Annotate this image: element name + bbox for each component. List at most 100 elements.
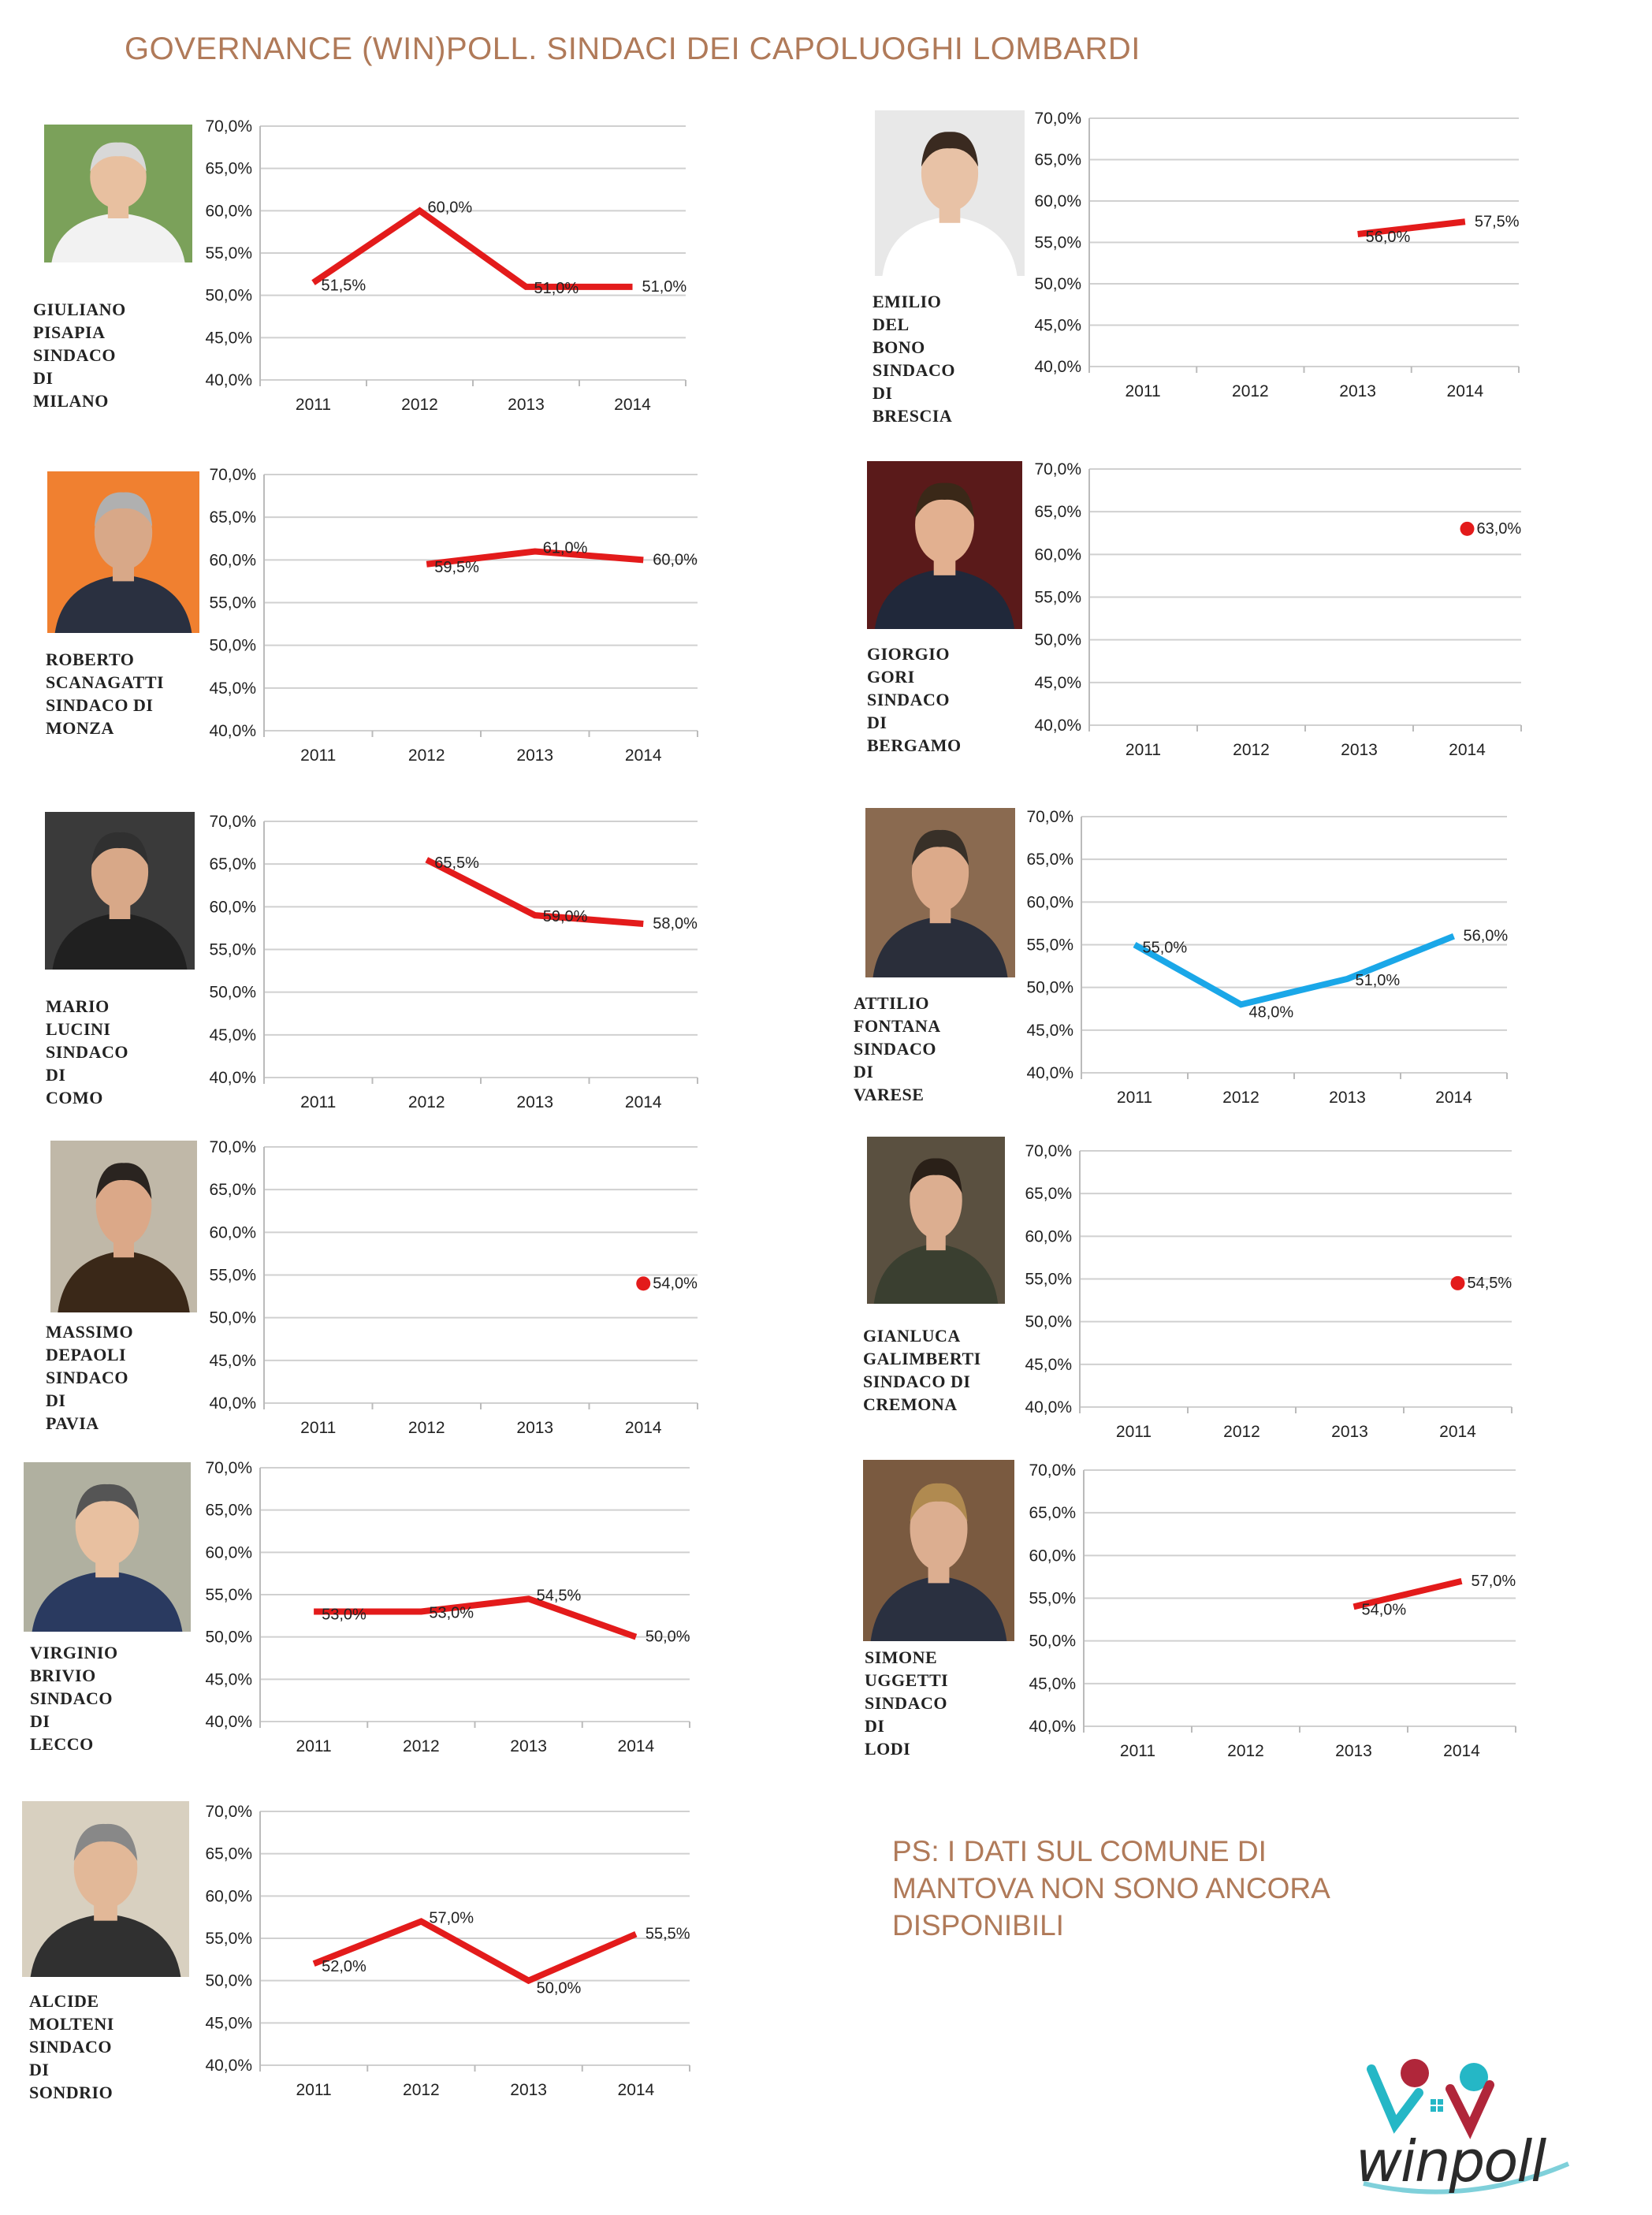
- winpoll-logo: winpoll: [1340, 2053, 1584, 2199]
- data-label: 57,0%: [429, 1910, 474, 1927]
- x-tick-label: 2012: [408, 746, 445, 765]
- mayor-caption: MASSIMO DEPAOLI SINDACO DI PAVIA: [46, 1322, 134, 1433]
- y-tick-label: 65,0%: [205, 1502, 252, 1520]
- x-tick-label: 2014: [625, 1093, 662, 1111]
- x-tick-label: 2011: [296, 2081, 332, 2099]
- y-tick-label: 70,0%: [1034, 110, 1081, 128]
- chart-svg: 70,0% 65,0% 60,0% 55,0% 50,0% 45,0% 40,0% 2011 2…: [209, 466, 698, 765]
- y-tick-label: 45,0%: [209, 1352, 256, 1370]
- y-tick-label: 40,0%: [1034, 717, 1081, 735]
- y-tick-label: 70,0%: [205, 1803, 252, 1821]
- y-tick-label: 65,0%: [1025, 1185, 1072, 1203]
- y-tick-label: 60,0%: [1034, 545, 1081, 564]
- y-tick-label: 65,0%: [205, 1845, 252, 1863]
- y-tick-label: 40,0%: [209, 1069, 256, 1087]
- x-tick-label: 2011: [1126, 382, 1161, 400]
- x-tick-label: 2013: [516, 1093, 553, 1111]
- x-tick-label: 2014: [625, 746, 662, 765]
- x-tick-label: 2014: [614, 396, 651, 414]
- x-tick-label: 2011: [1117, 1089, 1152, 1107]
- y-tick-label: 55,0%: [205, 244, 252, 262]
- chart-svg: 70,0% 65,0% 60,0% 55,0% 50,0% 45,0% 40,0% 2011 2…: [1025, 1142, 1512, 1441]
- data-label: 58,0%: [653, 915, 698, 933]
- y-tick-label: 70,0%: [209, 1138, 256, 1156]
- y-tick-label: 50,0%: [205, 287, 252, 305]
- y-tick-label: 55,0%: [209, 1267, 256, 1285]
- x-tick-label: 2011: [1126, 741, 1161, 759]
- y-tick-label: 45,0%: [205, 329, 252, 347]
- data-point: [1450, 1275, 1465, 1290]
- portrait-photo: [865, 808, 1015, 977]
- approval-chart: 70,0% 65,0% 60,0% 55,0% 50,0% 45,0% 40,0% 2011 2…: [1018, 110, 1527, 406]
- approval-chart: 70,0% 65,0% 60,0% 55,0% 50,0% 45,0% 40,0% 2011 2…: [193, 466, 705, 770]
- y-tick-label: 45,0%: [209, 679, 256, 698]
- y-tick-label: 60,0%: [205, 202, 252, 220]
- series-line: [426, 548, 644, 568]
- y-tick-label: 45,0%: [205, 2014, 252, 2032]
- y-tick-label: 50,0%: [1034, 631, 1081, 650]
- x-tick-label: 2013: [1341, 741, 1378, 759]
- y-tick-label: 55,0%: [205, 1586, 252, 1604]
- mayor-caption: MARIO LUCINI SINDACO DI COMO: [46, 996, 128, 1108]
- data-label: 59,5%: [434, 559, 479, 576]
- data-label: 51,0%: [642, 278, 687, 296]
- y-tick-label: 65,0%: [1034, 151, 1081, 169]
- x-tick-label: 2013: [1339, 382, 1376, 400]
- x-tick-label: 2012: [408, 1093, 445, 1111]
- y-tick-label: 50,0%: [1034, 275, 1081, 293]
- x-tick-label: 2011: [296, 1737, 332, 1755]
- x-tick-label: 2011: [300, 746, 336, 765]
- y-tick-label: 70,0%: [209, 466, 256, 484]
- data-label: 60,0%: [653, 551, 698, 568]
- y-tick-label: 50,0%: [209, 1309, 256, 1327]
- portrait-photo: [24, 1462, 191, 1632]
- y-tick-label: 45,0%: [1034, 674, 1081, 692]
- x-tick-label: 2013: [510, 1737, 547, 1755]
- y-tick-label: 40,0%: [1034, 358, 1081, 376]
- y-tick-label: 60,0%: [1025, 1227, 1072, 1245]
- y-tick-label: 70,0%: [205, 1459, 252, 1477]
- series-line: [311, 207, 633, 290]
- mayor-caption: ATTILIO FONTANA SINDACO DI VARESE: [854, 993, 941, 1104]
- data-label: 57,5%: [1475, 213, 1520, 230]
- y-tick-label: 60,0%: [205, 1887, 252, 1905]
- chart-svg: 70,0% 65,0% 60,0% 55,0% 50,0% 45,0% 40,0% 2011 2…: [1026, 808, 1508, 1107]
- approval-chart: 70,0% 65,0% 60,0% 55,0% 50,0% 45,0% 40,0% 2011 2…: [189, 1803, 698, 2105]
- x-tick-label: 2012: [1223, 1423, 1260, 1441]
- mayor-caption: GIANLUCA GALIMBERTI SINDACO DI CREMONA: [863, 1326, 981, 1414]
- y-tick-label: 40,0%: [205, 1713, 252, 1731]
- y-tick-label: 60,0%: [1026, 893, 1073, 911]
- chart-svg: 70,0% 65,0% 60,0% 55,0% 50,0% 45,0% 40,0% 2011 2…: [205, 1803, 690, 2099]
- chart-svg: 70,0% 65,0% 60,0% 55,0% 50,0% 45,0% 40,0% 2011 2…: [205, 1459, 690, 1755]
- series-line: [312, 1918, 638, 1985]
- x-tick-label: 2014: [625, 1419, 662, 1437]
- y-tick-label: 60,0%: [209, 898, 256, 916]
- x-tick-label: 2014: [1443, 1742, 1480, 1760]
- x-tick-label: 2013: [508, 396, 545, 414]
- page-title: GOVERNANCE (WIN)POLL. SINDACI DEI CAPOLU…: [125, 32, 1140, 66]
- data-label: 57,0%: [1472, 1573, 1516, 1590]
- y-tick-label: 65,0%: [1034, 503, 1081, 521]
- data-label: 50,0%: [646, 1629, 690, 1646]
- approval-chart: 70,0% 65,0% 60,0% 55,0% 50,0% 45,0% 40,0% 2011 2…: [1010, 808, 1515, 1112]
- x-tick-label: 2012: [1233, 741, 1270, 759]
- chart-svg: 70,0% 65,0% 60,0% 55,0% 50,0% 45,0% 40,0% 2011 2…: [1034, 460, 1522, 759]
- data-label: 50,0%: [537, 1980, 582, 1997]
- mayor-caption: GIORGIO GORI SINDACO DI BERGAMO: [867, 644, 962, 755]
- data-label: 51,0%: [1356, 972, 1401, 989]
- x-tick-label: 2012: [1232, 382, 1269, 400]
- x-tick-label: 2014: [1447, 382, 1484, 400]
- y-tick-label: 55,0%: [1025, 1271, 1072, 1289]
- y-tick-label: 40,0%: [1025, 1398, 1072, 1416]
- portrait-photo: [45, 812, 195, 970]
- x-tick-label: 2012: [403, 1737, 440, 1755]
- y-tick-label: 60,0%: [209, 1223, 256, 1242]
- chart-svg: 70,0% 65,0% 60,0% 55,0% 50,0% 45,0% 40,0% 2011 2…: [1034, 110, 1520, 400]
- x-tick-label: 2012: [408, 1419, 445, 1437]
- y-tick-label: 40,0%: [205, 2057, 252, 2075]
- mayor-caption: VIRGINIO BRIVIO SINDACO DI LECCO: [30, 1643, 118, 1754]
- data-label: 54,5%: [1468, 1275, 1512, 1292]
- x-tick-label: 2014: [1449, 741, 1486, 759]
- y-tick-label: 50,0%: [205, 1972, 252, 1990]
- y-tick-label: 40,0%: [1026, 1064, 1073, 1082]
